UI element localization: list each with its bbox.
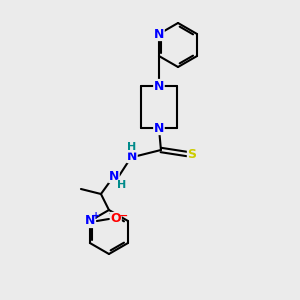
Text: +: +	[92, 211, 100, 221]
Text: H: H	[117, 180, 127, 190]
Text: O: O	[111, 212, 121, 226]
Text: −: −	[119, 211, 129, 221]
Text: N: N	[154, 28, 164, 40]
Text: N: N	[109, 169, 119, 182]
Text: N: N	[85, 214, 95, 227]
Text: S: S	[188, 148, 196, 160]
Text: N: N	[154, 80, 164, 92]
Text: N: N	[154, 122, 164, 134]
Text: H: H	[127, 142, 136, 152]
Text: N: N	[127, 149, 137, 163]
